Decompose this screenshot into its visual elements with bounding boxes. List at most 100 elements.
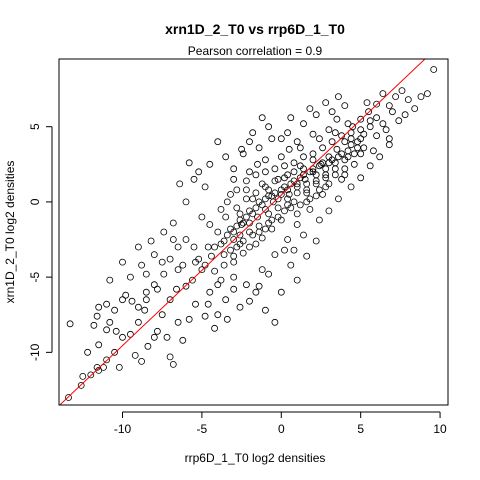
data-point (246, 138, 253, 146)
data-point (385, 141, 393, 149)
data-point (242, 186, 250, 194)
data-point (385, 135, 393, 143)
data-point (134, 318, 142, 326)
data-point (333, 115, 341, 123)
data-point (230, 258, 238, 266)
data-point (357, 115, 365, 123)
data-point (239, 249, 247, 257)
data-point (334, 93, 342, 100)
data-point (312, 180, 320, 188)
data-point (206, 221, 214, 228)
data-point (271, 318, 279, 326)
data-point (255, 144, 263, 152)
data-point (277, 288, 285, 296)
data-point (103, 300, 110, 308)
data-point (331, 129, 339, 137)
data-point (103, 356, 110, 364)
y-axis-label: xrn1D_2_T0 log2 densities (3, 161, 17, 304)
data-point (258, 234, 266, 242)
data-point (242, 177, 250, 185)
data-point (128, 297, 136, 305)
data-point (274, 213, 282, 221)
data-point (106, 318, 114, 326)
chart-title: xrn1D_2_T0 vs rrp6D_1_T0 (165, 21, 345, 37)
data-point (230, 236, 238, 243)
data-point (317, 160, 325, 168)
data-point (255, 198, 263, 206)
data-point (223, 315, 231, 323)
data-point (296, 144, 304, 152)
data-point (322, 174, 330, 182)
data-point (230, 252, 238, 260)
data-point (309, 150, 317, 158)
data-point (95, 341, 103, 349)
data-point (214, 138, 222, 146)
data-point (249, 231, 257, 239)
data-point (274, 175, 282, 183)
data-point (261, 168, 269, 176)
data-point (319, 144, 327, 152)
x-axis: -10 -5 0 5 10 (114, 411, 447, 436)
data-point (300, 231, 307, 239)
data-point (303, 189, 311, 197)
data-point (300, 153, 307, 161)
y-axis: -10 -5 0 5 (28, 123, 53, 361)
data-point (382, 126, 390, 134)
data-point (360, 130, 368, 138)
data-point (254, 213, 261, 221)
data-point (265, 192, 273, 200)
data-point (227, 190, 234, 198)
data-point (373, 114, 381, 122)
data-point (392, 93, 400, 100)
y-tick-label: -10 (28, 343, 42, 361)
data-point (261, 306, 269, 314)
data-point (206, 288, 214, 296)
data-point (182, 236, 190, 243)
data-point (222, 296, 230, 304)
data-point (417, 93, 425, 100)
data-point (227, 246, 234, 254)
data-point (296, 201, 304, 209)
data-point (293, 221, 301, 228)
data-point (344, 147, 352, 155)
data-point (385, 102, 393, 109)
data-point (331, 165, 339, 173)
data-point (111, 348, 118, 356)
data-point (265, 123, 273, 131)
data-point (119, 296, 126, 304)
data-point (138, 357, 146, 365)
data-point (347, 135, 355, 143)
data-point (198, 266, 206, 274)
data-point (160, 270, 168, 278)
data-point (271, 165, 279, 173)
data-point (211, 267, 219, 275)
data-point (404, 96, 412, 103)
data-point (285, 190, 293, 198)
data-point (176, 180, 184, 188)
data-point (296, 174, 304, 182)
data-point (277, 190, 285, 198)
data-point (222, 213, 230, 221)
data-point (150, 251, 158, 259)
data-point (411, 105, 419, 112)
data-point (134, 243, 142, 251)
chart-subtitle: Pearson correlation = 0.9 (188, 44, 323, 58)
data-point (347, 141, 355, 149)
data-point (341, 102, 349, 109)
data-point (252, 204, 260, 212)
y-tick-label: 5 (28, 123, 42, 130)
data-point (373, 100, 381, 108)
data-point (357, 150, 365, 158)
data-point (246, 297, 253, 305)
data-point (290, 159, 298, 167)
data-point (284, 236, 292, 243)
data-point (290, 198, 298, 206)
data-point (360, 144, 368, 152)
data-point (312, 192, 320, 200)
data-point (338, 175, 346, 183)
data-point (222, 153, 230, 161)
data-point (144, 342, 152, 350)
data-point (341, 165, 349, 173)
data-point (379, 120, 387, 128)
data-point (112, 327, 120, 335)
